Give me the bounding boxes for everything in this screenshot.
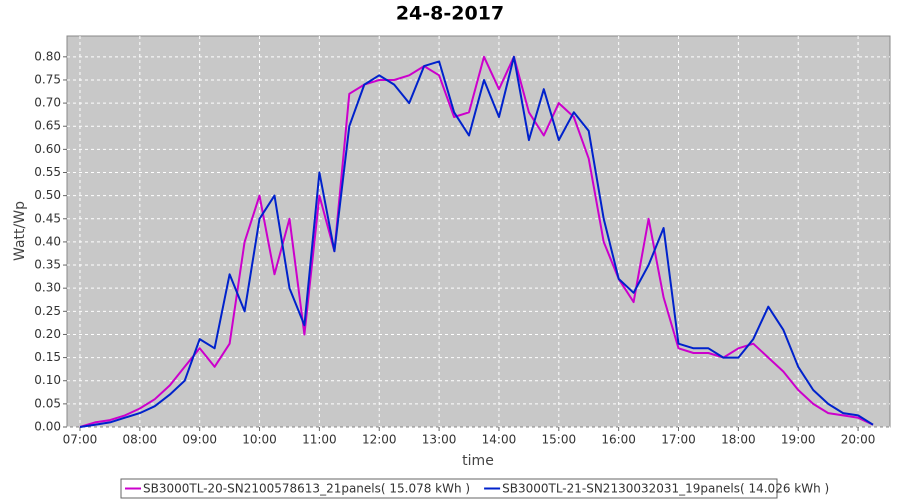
y-tick-label: 0.55 [34, 165, 61, 179]
x-tick-label: 17:00 [661, 433, 696, 447]
y-tick-label: 0.40 [34, 234, 61, 248]
y-tick-label: 0.00 [34, 420, 61, 434]
y-tick-label: 0.15 [34, 350, 61, 364]
x-tick-label: 18:00 [721, 433, 756, 447]
y-tick-label: 0.20 [34, 327, 61, 341]
y-tick-label: 0.05 [34, 396, 61, 410]
legend-label: SB3000TL-21-SN2130032031_19panels( 14.02… [502, 482, 829, 496]
plot-area [66, 35, 891, 428]
x-tick-label: 12:00 [362, 433, 397, 447]
y-tick-label: 0.10 [34, 373, 61, 387]
x-tick-label: 20:00 [841, 433, 876, 447]
x-tick-label: 10:00 [242, 433, 277, 447]
series-line [79, 55, 874, 428]
y-tick-label: 0.75 [34, 72, 61, 86]
x-tick-label: 07:00 [63, 433, 98, 447]
x-axis-label: time [462, 453, 494, 469]
x-tick-label: 11:00 [302, 433, 337, 447]
x-tick-label: 15:00 [542, 433, 577, 447]
y-tick-label: 0.60 [34, 142, 61, 156]
y-tick-label: 0.25 [34, 304, 61, 318]
y-tick-label: 0.30 [34, 281, 61, 295]
series-line [79, 55, 874, 428]
x-tick-label: 16:00 [601, 433, 636, 447]
x-tick-label: 13:00 [422, 433, 457, 447]
legend-label: SB3000TL-20-SN2100578613_21panels( 15.07… [143, 482, 470, 496]
y-tick-label: 0.70 [34, 96, 61, 110]
chart-title: 24-8-2017 [396, 3, 504, 25]
y-axis-label: Watt/Wp [12, 201, 28, 261]
y-tick-label: 0.45 [34, 211, 61, 225]
x-tick-label: 19:00 [781, 433, 816, 447]
y-tick-label: 0.65 [34, 119, 61, 133]
legend [120, 478, 778, 499]
y-tick-label: 0.80 [34, 49, 61, 63]
y-tick-label: 0.50 [34, 188, 61, 202]
x-tick-label: 14:00 [482, 433, 517, 447]
x-tick-label: 09:00 [182, 433, 217, 447]
y-tick-label: 0.35 [34, 258, 61, 272]
x-tick-label: 08:00 [123, 433, 158, 447]
